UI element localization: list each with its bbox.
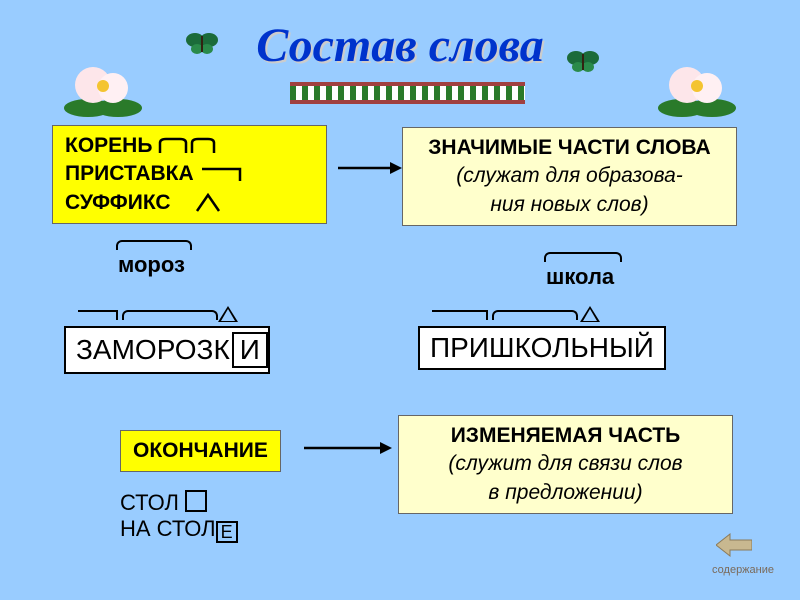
arrow-icon	[336, 158, 402, 178]
prefix-label: ПРИСТАВКА	[65, 160, 314, 188]
meaningful-parts-box: ЗНАЧИМЫЕ ЧАСТИ СЛОВА (служат для образов…	[402, 127, 737, 226]
suffix-label: СУФФИКС	[65, 189, 314, 217]
flower-right-icon	[652, 50, 742, 120]
stol-example: СТОЛ НА СТОЛЕ	[120, 490, 238, 543]
meaningful-desc-2: ния новых слов)	[413, 191, 726, 219]
root-label: КОРЕНЬ	[65, 132, 314, 160]
moroz-word: мороз	[118, 252, 185, 278]
back-arrow-button[interactable]	[716, 532, 752, 558]
prefix-mark-icon	[78, 310, 118, 320]
flower-left-icon	[58, 50, 148, 120]
butterfly-icon	[185, 32, 219, 56]
meaningful-title: ЗНАЧИМЫЕ ЧАСТИ СЛОВА	[413, 134, 726, 162]
pattern-band	[290, 82, 525, 104]
zamorozki-ending: И	[232, 332, 268, 368]
na-stole-line: НА СТОЛЕ	[120, 516, 238, 543]
meaningful-desc-1: (служат для образова-	[413, 162, 726, 190]
changeable-desc-2: в предложении)	[409, 479, 722, 507]
arrow-icon	[302, 438, 392, 458]
butterfly-icon	[566, 50, 600, 74]
page-title: Состав слова	[256, 18, 543, 73]
root-arc-icon	[122, 310, 218, 320]
stol-line: СТОЛ	[120, 490, 238, 516]
changeable-part-box: ИЗМЕНЯЕМАЯ ЧАСТЬ (служит для связи слов …	[398, 415, 733, 514]
shkola-word: школа	[546, 264, 614, 290]
changeable-title: ИЗМЕНЯЕМАЯ ЧАСТЬ	[409, 422, 722, 450]
root-arc-icon	[544, 252, 622, 262]
suffix-mark-icon	[580, 306, 600, 322]
nav-caption[interactable]: содержание	[712, 564, 774, 576]
prefix-mark-icon	[432, 310, 488, 320]
prishkolnyi-box: ПРИШКОЛЬНЫЙ	[418, 326, 666, 370]
root-arc-icon	[116, 240, 192, 250]
changeable-desc-1: (служит для связи слов	[409, 450, 722, 478]
zamorozki-stem: ЗАМОРОЗК	[76, 334, 230, 365]
prishkolnyi-text: ПРИШКОЛЬНЫЙ	[430, 332, 654, 363]
suffix-mark-icon	[218, 306, 238, 322]
root-arc-icon	[492, 310, 578, 320]
zamorozki-box: ЗАМОРОЗКИ	[64, 326, 270, 374]
ending-box: ОКОНЧАНИЕ	[120, 430, 281, 472]
morpheme-list-box: КОРЕНЬ ПРИСТАВКА СУФФИКС	[52, 125, 327, 224]
